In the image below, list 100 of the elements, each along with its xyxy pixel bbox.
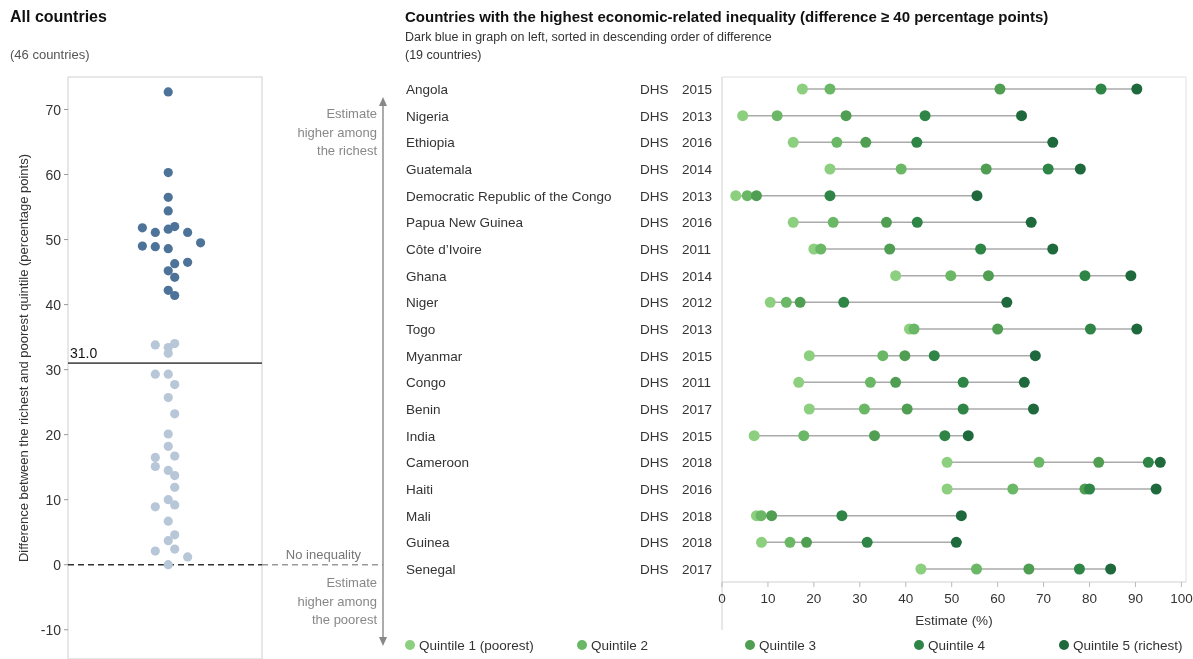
point — [945, 270, 957, 282]
y-tick-label: Democratic Republic of the Congo — [406, 188, 612, 204]
point — [183, 227, 193, 238]
x-tick-label: 20 — [806, 591, 822, 606]
point — [824, 83, 836, 95]
point — [150, 502, 160, 512]
text: 2018 — [682, 455, 713, 471]
text: DHS — [640, 268, 669, 284]
x-tick-label: 60 — [990, 591, 1006, 606]
point — [1047, 136, 1059, 148]
point — [750, 190, 762, 202]
y-tick-label: Congo — [406, 375, 446, 391]
point — [784, 536, 796, 548]
point — [163, 369, 173, 379]
point — [975, 243, 987, 255]
text: Estimate higher among the richest — [297, 106, 378, 158]
text: DHS — [640, 188, 669, 204]
y-tick-label: 30 — [45, 361, 62, 378]
text: 2017 — [682, 402, 713, 417]
point — [150, 369, 160, 379]
y-tick-label: 0 — [53, 556, 62, 573]
text: 2017 — [682, 562, 713, 577]
point — [1154, 456, 1166, 468]
point — [1095, 83, 1107, 95]
y-tick-label: Haiti — [406, 482, 434, 497]
text: 2015 — [682, 82, 713, 97]
y-tick-label: Ghana — [406, 268, 448, 284]
point — [864, 376, 876, 388]
point — [803, 350, 815, 362]
text: 2014 — [682, 268, 713, 284]
point — [150, 227, 160, 238]
text: 2013 — [682, 108, 713, 124]
point — [195, 238, 206, 248]
point — [1093, 456, 1105, 468]
point — [780, 296, 792, 308]
legend-label: Quintile 3 — [759, 638, 817, 653]
point — [163, 87, 173, 97]
y-axis-title: Difference between the richest and poorest quintile (percentage points) — [16, 153, 31, 563]
point — [1033, 456, 1045, 468]
y-tick-label: Guinea — [406, 535, 451, 551]
point — [787, 216, 799, 228]
x-tick-label: 30 — [852, 591, 868, 606]
point — [1027, 403, 1039, 415]
point — [1142, 456, 1154, 468]
point — [163, 495, 173, 505]
y-tick-label: 50 — [45, 231, 62, 248]
point — [836, 510, 848, 522]
y-tick-label: Togo — [406, 322, 436, 337]
y-tick-label: Côte d’Ivoire — [406, 242, 482, 257]
x-tick-label: 40 — [898, 591, 914, 606]
text: 2016 — [682, 135, 713, 151]
point — [730, 190, 742, 202]
point — [170, 451, 180, 461]
text: DHS — [640, 402, 669, 417]
point — [170, 544, 180, 554]
point — [1007, 483, 1019, 495]
point — [163, 206, 173, 216]
legend-label: Quintile 1 (poorest) — [419, 638, 534, 653]
point — [860, 136, 872, 148]
point — [962, 430, 974, 442]
point — [801, 536, 813, 548]
point — [1047, 243, 1059, 255]
point — [163, 560, 173, 570]
point — [880, 216, 892, 228]
point — [183, 552, 193, 562]
ref-line-label: 31.0 — [70, 345, 98, 362]
point — [980, 163, 992, 175]
point — [748, 430, 760, 442]
point — [163, 244, 173, 254]
text: DHS — [640, 428, 669, 444]
point — [1001, 296, 1013, 308]
point — [1084, 483, 1096, 495]
point — [1023, 563, 1035, 575]
point — [755, 510, 767, 522]
y-tick-label: India — [406, 428, 436, 444]
point — [170, 471, 180, 481]
point — [911, 216, 923, 228]
point — [170, 500, 180, 510]
point — [163, 536, 173, 546]
point — [170, 379, 180, 390]
point — [1125, 270, 1137, 282]
point — [163, 266, 173, 276]
y-tick-label: Angola — [406, 82, 449, 97]
point — [919, 110, 931, 122]
text: 2018 — [682, 535, 713, 551]
text: 2011 — [682, 375, 712, 391]
point — [992, 323, 1004, 335]
point — [941, 483, 953, 495]
text: DHS — [640, 508, 669, 524]
y-tick-label: 70 — [45, 101, 62, 118]
point — [163, 392, 173, 403]
text: DHS — [640, 322, 669, 337]
y-tick-label: -10 — [40, 621, 62, 638]
point — [170, 409, 180, 419]
y-tick-label: Guatemala — [406, 162, 473, 177]
point — [764, 296, 776, 308]
point — [170, 339, 180, 349]
point — [858, 403, 870, 415]
point — [163, 429, 173, 439]
point — [1131, 83, 1143, 95]
